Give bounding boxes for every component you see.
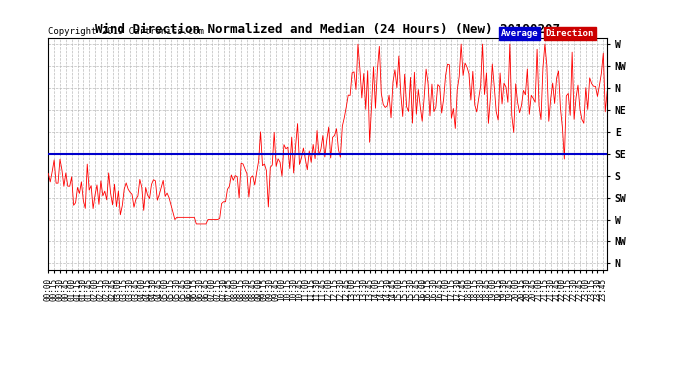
- Title: Wind Direction Normalized and Median (24 Hours) (New) 20190207: Wind Direction Normalized and Median (24…: [95, 23, 560, 36]
- Text: Average: Average: [501, 29, 539, 38]
- Text: Direction: Direction: [546, 29, 594, 38]
- Text: Copyright 2019 Cartronics.com: Copyright 2019 Cartronics.com: [48, 27, 204, 36]
